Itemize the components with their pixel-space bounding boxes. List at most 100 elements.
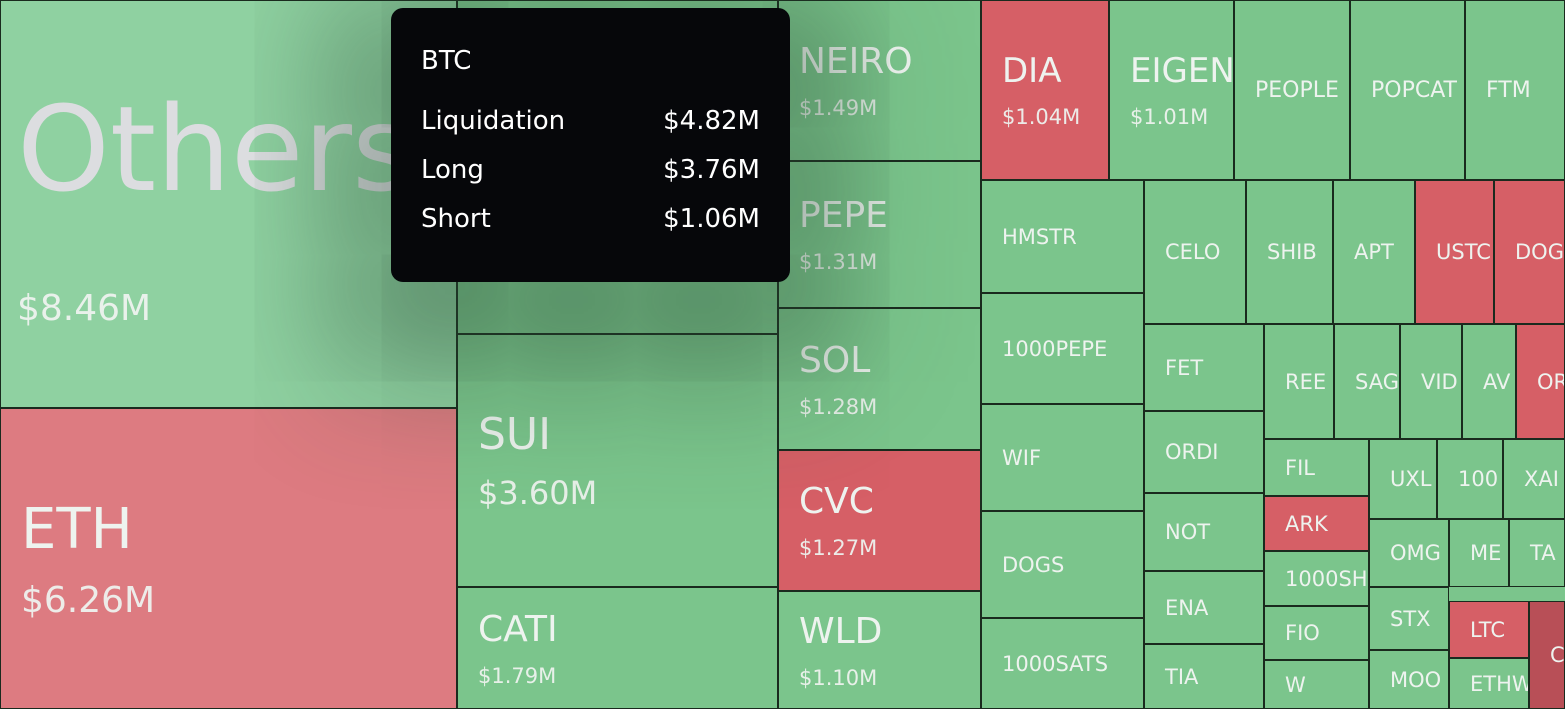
tile-label: 1000SATS [1002, 651, 1109, 676]
tooltip-value: $3.76M [663, 155, 760, 185]
tile-label: SUI [478, 409, 552, 460]
tile-label: WLD [799, 610, 883, 652]
tile-label: XAI [1524, 467, 1559, 491]
tile: DOGS [981, 511, 1144, 618]
tile: REE [1264, 324, 1334, 439]
tile: FET [1144, 324, 1264, 411]
tile: APT [1333, 180, 1415, 324]
tile: ETH $6.26M [0, 408, 457, 709]
tile: WIF [981, 404, 1144, 511]
tile: C [1529, 601, 1565, 709]
tooltip-row: Short $1.06M [421, 204, 760, 253]
tile: ARK [1264, 496, 1369, 551]
tile: FIO [1264, 606, 1369, 660]
tooltip-title: BTC [421, 46, 472, 76]
tile: AV [1462, 324, 1516, 439]
tile-value: $1.04M [1002, 105, 1081, 129]
tile-label: FIO [1285, 621, 1320, 645]
tile: OMG [1369, 519, 1449, 587]
tile-label: SOL [799, 339, 871, 381]
tooltip-row: Liquidation $4.82M [421, 106, 760, 155]
tile-label: CELO [1165, 240, 1221, 264]
tile: STX [1369, 587, 1449, 650]
tile-label: USTC [1436, 240, 1491, 264]
tile: W [1264, 660, 1369, 709]
tile-label: CATI [478, 608, 558, 650]
tile: PEPE $1.31M [778, 161, 981, 308]
tile-label: AV [1483, 369, 1511, 394]
tile: OR [1516, 324, 1565, 439]
tile-label: ETH [21, 496, 133, 562]
tile-label: LTC [1470, 617, 1506, 642]
tile-label: TA [1530, 541, 1556, 565]
tile: 1000PEPE [981, 293, 1144, 404]
tile: VID [1400, 324, 1462, 439]
tile-label: ETHW [1470, 671, 1529, 696]
tile: ETHW [1449, 658, 1529, 709]
tile: 100 [1437, 439, 1503, 519]
tile-label: 1000PEPE [1002, 336, 1108, 361]
tile: SAG [1334, 324, 1400, 439]
tile-label: REE [1285, 369, 1327, 394]
tile: UXL [1369, 439, 1437, 519]
tile: TIA [1144, 644, 1264, 709]
tile-label: W [1285, 672, 1306, 697]
tile-value: $1.49M [799, 96, 878, 120]
tile: DOG [1494, 180, 1565, 324]
tile: CELO [1144, 180, 1246, 324]
tile: ME [1449, 519, 1509, 587]
tile: MOO [1369, 650, 1449, 709]
tile-value: $1.79M [478, 663, 557, 688]
tile-value: $8.46M [17, 287, 152, 329]
tile-label: POPCAT [1371, 77, 1457, 103]
tile-label: FIL [1285, 455, 1315, 480]
tooltip-key: Liquidation [421, 106, 566, 136]
tile: DIA $1.04M [981, 0, 1109, 180]
tile-label: UXL [1390, 467, 1432, 491]
tile-label: OR [1537, 369, 1564, 394]
tile-label: FET [1165, 355, 1204, 380]
tile-label: DOGS [1002, 552, 1065, 577]
tile: NOT [1144, 493, 1264, 571]
tile-label: TIA [1165, 664, 1199, 689]
tile: PEOPLE [1234, 0, 1350, 180]
tooltip: BTC Liquidation $4.82M Long $3.76M Short $1.0… [391, 8, 790, 282]
tile: CATI $1.79M [457, 587, 778, 709]
tile-label: CVC [799, 481, 874, 522]
tile: XAI [1503, 439, 1565, 519]
tile-label: 1000SH [1285, 566, 1368, 591]
tile: HMSTR [981, 180, 1144, 293]
tile: ENA [1144, 571, 1264, 644]
tile-value: $3.60M [478, 474, 598, 512]
tile: CVC $1.27M [778, 450, 981, 591]
tile-value: $1.31M [799, 250, 878, 274]
tile-label: WIF [1002, 445, 1042, 470]
tile-label: NOT [1165, 520, 1211, 544]
tile-label: NEIRO [799, 41, 913, 82]
tile: 1000SH [1264, 551, 1369, 606]
tooltip-key: Long [421, 155, 484, 185]
tile-label: OMG [1390, 541, 1441, 565]
tooltip-value: $1.06M [663, 204, 760, 234]
tile-label: SHIB [1267, 240, 1317, 264]
tile: SUI $3.60M [457, 334, 778, 587]
tile: Others $8.46M [0, 0, 457, 408]
tile-label: VID [1421, 369, 1458, 394]
tile-label: EIGEN [1130, 51, 1234, 91]
tile: POPCAT [1350, 0, 1465, 180]
tile-value: $1.28M [799, 394, 878, 419]
tile: 1000SATS [981, 618, 1144, 709]
tile: ORDI [1144, 411, 1264, 493]
tile-label: STX [1390, 606, 1431, 631]
tile-value: $1.27M [799, 536, 878, 560]
tile-label: DIA [1002, 51, 1062, 91]
tile: SOL $1.28M [778, 308, 981, 450]
tile-value: $6.26M [21, 579, 156, 621]
tile-label: DOG [1515, 240, 1564, 264]
tile-label: APT [1354, 240, 1394, 264]
tile: TA [1509, 519, 1565, 587]
tooltip-value: $4.82M [663, 106, 760, 136]
tile-label: Others [17, 79, 414, 218]
tile: NEIRO $1.49M [778, 0, 981, 161]
